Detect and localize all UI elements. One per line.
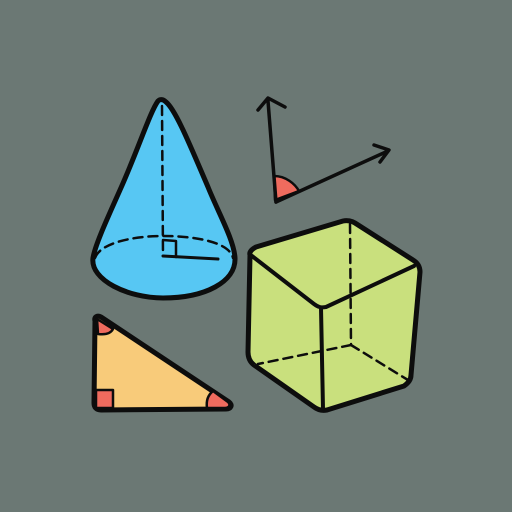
- cube-icon: [245, 218, 423, 413]
- angle-arrowhead-slanted: [372, 143, 391, 164]
- cone-right-angle-mark: [161, 238, 178, 259]
- cube-body: [245, 218, 423, 413]
- cone-radius-line: [161, 254, 220, 261]
- right-triangle-icon: [91, 313, 234, 413]
- angle-arrowhead-vertical: [256, 96, 287, 112]
- cone-icon: [90, 97, 238, 301]
- cone-height-line: [160, 104, 165, 258]
- angle-icon: [256, 96, 391, 204]
- cube-hidden-edge-vertical: [348, 222, 353, 347]
- cube-hidden-edge-left: [256, 343, 353, 366]
- cone-body: [90, 97, 238, 301]
- angle-ray-slanted: [274, 149, 390, 204]
- cube-edge-front-vertical: [319, 306, 325, 411]
- triangle-top-angle-mark: [95, 317, 115, 336]
- cube-hidden-edge-right: [349, 343, 410, 382]
- angle-ray-vertical: [266, 99, 278, 204]
- triangle-right-acute-angle-mark: [205, 389, 231, 410]
- triangle-right-angle-mark: [94, 388, 115, 410]
